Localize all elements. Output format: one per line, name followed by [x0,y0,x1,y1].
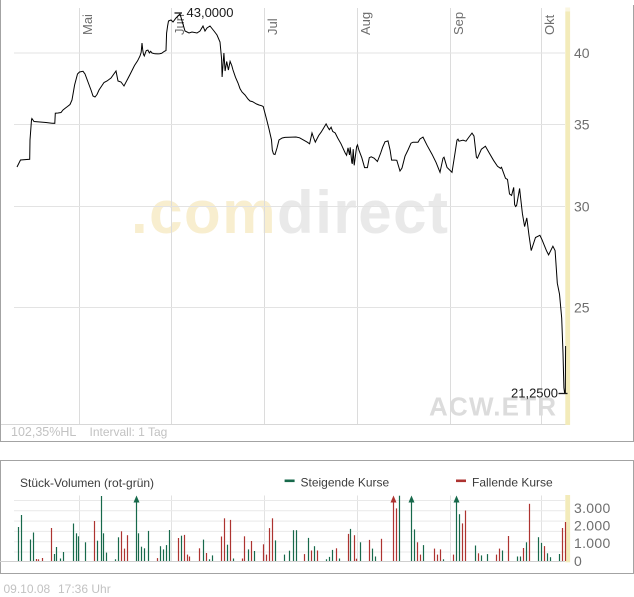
svg-text:40: 40 [574,45,590,61]
svg-text:Steigende Kurse: Steigende Kurse [301,476,390,490]
svg-text:25: 25 [574,300,590,316]
svg-text:Jun: Jun [172,14,187,35]
svg-text:35: 35 [574,117,590,133]
svg-text:21,2500: 21,2500 [511,386,558,401]
svg-text:Mai: Mai [80,14,95,35]
svg-text:30: 30 [574,199,590,215]
svg-text:09.10.08: 09.10.08 [4,582,51,596]
svg-text:Fallende Kurse: Fallende Kurse [472,476,553,490]
svg-text:Jul: Jul [265,18,280,35]
svg-text:Aug: Aug [358,12,373,35]
svg-text:2.000: 2.000 [574,518,611,534]
svg-text:0: 0 [574,553,582,569]
svg-text:.comdirect: .comdirect [131,179,449,246]
svg-text:Sep: Sep [451,12,466,35]
svg-text:1.000: 1.000 [574,535,611,551]
svg-text:Stück-Volumen (rot-grün): Stück-Volumen (rot-grün) [20,476,154,490]
svg-text:102,35%HL: 102,35%HL [11,425,76,439]
svg-text:43,0000: 43,0000 [187,5,234,20]
svg-text:Okt: Okt [542,14,557,35]
svg-text:17:36 Uhr: 17:36 Uhr [58,582,111,596]
svg-text:3.000: 3.000 [574,500,611,516]
svg-text:Intervall: 1 Tag: Intervall: 1 Tag [90,425,168,439]
